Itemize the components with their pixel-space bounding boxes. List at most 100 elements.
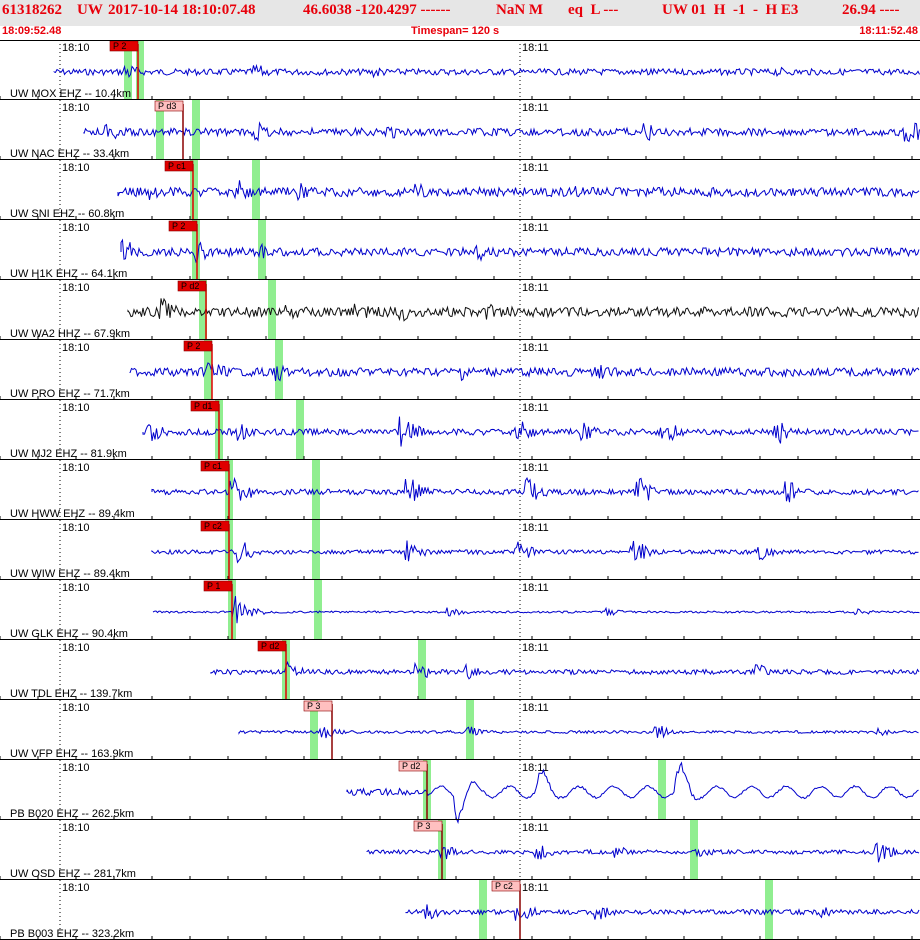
minute-tick-label: 18:10	[62, 462, 90, 474]
station-label: UW MOX EHZ -- 10.4km	[10, 88, 131, 100]
s-pick-band	[658, 760, 666, 820]
waveform-trace	[346, 761, 919, 825]
trace-panel: 18:10 18:11 P d3 UW NAC EHZ -- 33.4km	[0, 100, 920, 160]
waveform-trace	[238, 726, 919, 739]
s-pick-band	[136, 40, 144, 100]
p-pick-flag[interactable]	[257, 640, 287, 652]
waveform-trace	[83, 121, 920, 143]
p-pick-label: P d3	[158, 101, 176, 111]
p-pick-flag[interactable]	[177, 280, 207, 292]
p-pick-flag[interactable]	[164, 160, 194, 172]
s-pick-band	[479, 880, 487, 940]
minute-tick-label: 18:10	[62, 642, 90, 654]
trace-panel: 18:10 18:11 P 2 UW PRO EHZ -- 71.7km	[0, 340, 920, 400]
station-label: UW TDL EHZ -- 139.7km	[10, 688, 132, 700]
p-pick-label: P d2	[261, 641, 279, 651]
minute-tick-label: 18:10	[62, 522, 90, 534]
minute-tick-label: 18:11	[522, 102, 549, 114]
trace-panel: 18:10 18:11 P c1 UW HWW EHZ -- 89.4km	[0, 460, 920, 520]
station-label: PB B020 EHZ -- 262.5km	[10, 808, 134, 820]
station-label: UW WIW EHZ -- 89.4km	[10, 568, 130, 580]
trace-panel: 18:10 18:11 P d1 UW MJ2 EHZ -- 81.9km	[0, 400, 920, 460]
trace-panel: 18:10 18:11 P 3 UW VFP EHZ -- 163.9km	[0, 700, 920, 760]
station-label: UW OSD EHZ -- 281.7km	[10, 868, 136, 880]
p-pick-label: P 2	[187, 341, 200, 351]
s-pick-band	[258, 220, 266, 280]
p-pick-label: P c2	[204, 521, 222, 531]
p-pick-flag[interactable]	[190, 400, 220, 412]
waveform-trace	[142, 416, 919, 447]
p-pick-label: P 2	[172, 221, 185, 231]
p-pick-flag[interactable]	[183, 340, 213, 352]
event-location: 46.6038 -120.4297 ------	[303, 2, 451, 18]
p-pick-label: P c1	[204, 461, 222, 471]
origin-time: 2017-10-14 18:10:07.48	[108, 2, 256, 18]
minute-tick-label: 18:11	[522, 162, 549, 174]
s-pick-band	[312, 460, 320, 520]
p-pick-label: P 1	[207, 581, 220, 591]
waveform-trace	[152, 596, 920, 624]
station-label: UW SNI EHZ -- 60.8km	[10, 208, 124, 220]
minute-tick-label: 18:10	[62, 702, 90, 714]
minute-tick-label: 18:10	[62, 342, 90, 354]
s-pick-band	[192, 220, 200, 280]
trace-panel: 18:10 18:11 P d2 UW WA2 HHZ -- 67.9km	[0, 280, 920, 340]
waveform-trace	[366, 842, 920, 863]
minute-tick-label: 18:11	[522, 522, 549, 534]
station-label: UW VFP EHZ -- 163.9km	[10, 748, 133, 760]
magnitude: NaN M	[496, 2, 544, 18]
p-pick-flag[interactable]	[200, 520, 230, 532]
minute-tick-label: 18:10	[62, 222, 90, 234]
trace-panel: 18:10 18:11 P 1 UW GLK EHZ -- 90.4km	[0, 580, 920, 640]
waveform-trace	[127, 297, 919, 322]
p-pick-flag[interactable]	[398, 760, 428, 772]
waveform-trace	[53, 63, 920, 79]
network-code: UW	[77, 2, 103, 18]
minute-tick-label: 18:11	[522, 822, 549, 834]
s-pick-band	[190, 160, 198, 220]
minute-tick-label: 18:10	[62, 582, 90, 594]
event-header-bar: 61318262 UW 2017-10-14 18:10:07.48 46.60…	[0, 0, 920, 26]
minute-tick-label: 18:11	[522, 582, 549, 594]
minute-tick-label: 18:10	[62, 102, 90, 114]
p-pick-label: P 2	[113, 41, 126, 51]
p-pick-flag[interactable]	[154, 100, 184, 112]
trace-panel: 18:10 18:11 P c1 UW SNI EHZ -- 60.8km	[0, 160, 920, 220]
trace-panel: 18:10 18:11 P d2 PB B020 EHZ -- 262.5km	[0, 760, 920, 825]
minute-tick-label: 18:10	[62, 42, 90, 54]
time-range-bar: 18:09:52.48 Timespan= 120 s 18:11:52.48	[0, 25, 920, 40]
p-pick-label: P d1	[194, 401, 212, 411]
solution-info: UW 01 H -1 - H E3	[662, 2, 799, 18]
p-pick-label: P d2	[181, 281, 199, 291]
p-pick-label: P c1	[168, 161, 186, 171]
p-pick-flag[interactable]	[491, 880, 521, 892]
minute-tick-label: 18:10	[62, 282, 90, 294]
trace-panel: 18:10 18:11 P 2 UW H1K EHZ -- 64.1km	[0, 220, 920, 280]
minute-tick-label: 18:11	[522, 702, 549, 714]
s-pick-band	[765, 880, 773, 940]
p-pick-flag[interactable]	[200, 460, 230, 472]
s-pick-band	[314, 580, 322, 640]
p-pick-flag[interactable]	[413, 820, 443, 832]
minute-tick-label: 18:11	[522, 282, 549, 294]
minute-tick-label: 18:11	[522, 762, 549, 774]
trace-panel: 18:10 18:11 P c2 UW WIW EHZ -- 89.4km	[0, 520, 920, 580]
waveform-trace	[129, 362, 920, 382]
p-pick-flag[interactable]	[168, 220, 198, 232]
station-label: UW NAC EHZ -- 33.4km	[10, 148, 129, 160]
minute-tick-label: 18:10	[62, 162, 90, 174]
waveform-trace	[405, 904, 920, 921]
minute-tick-label: 18:11	[522, 342, 549, 354]
waveform-trace	[151, 476, 919, 503]
p-pick-label: P c2	[495, 881, 513, 891]
s-pick-band	[690, 820, 698, 880]
p-pick-label: P d2	[402, 761, 420, 771]
minute-tick-label: 18:11	[522, 642, 549, 654]
waveform-trace	[120, 238, 920, 264]
minute-tick-label: 18:11	[522, 222, 549, 234]
s-pick-band	[310, 700, 318, 760]
minute-tick-label: 18:11	[522, 42, 549, 54]
s-pick-band	[466, 700, 474, 760]
p-pick-flag[interactable]	[203, 580, 233, 592]
p-pick-flag[interactable]	[303, 700, 333, 712]
